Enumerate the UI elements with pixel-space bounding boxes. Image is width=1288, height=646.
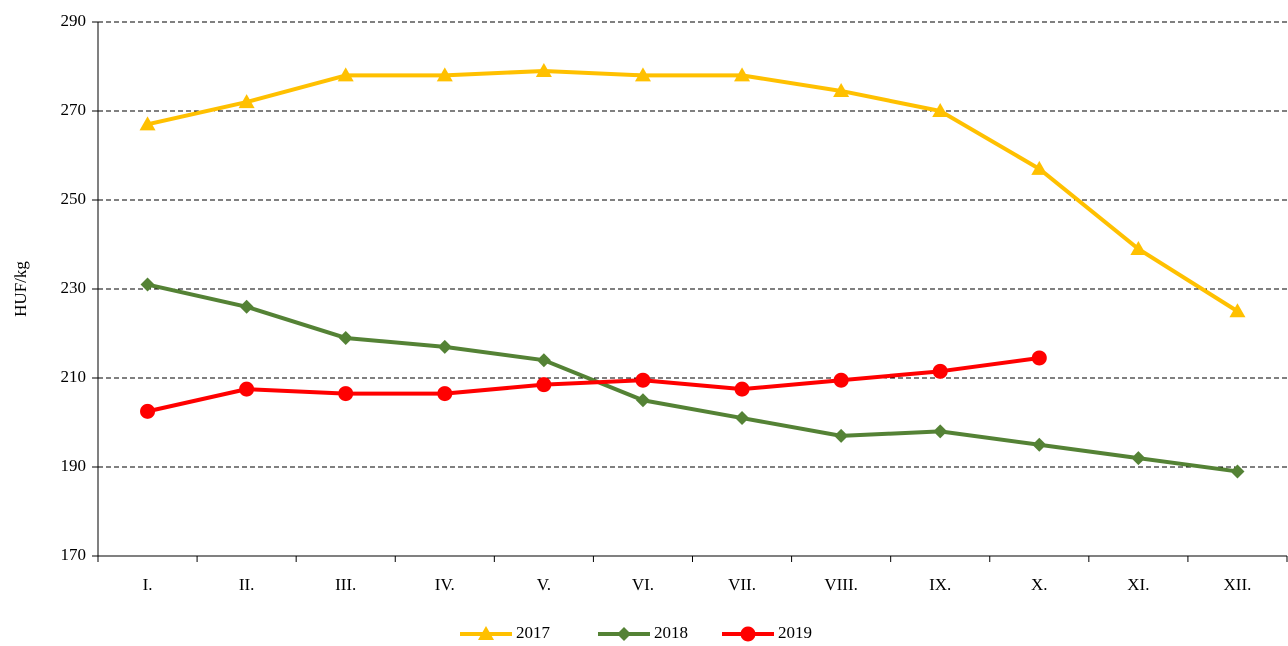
data-point: [139, 116, 156, 131]
x-tick-label: XII.: [1224, 575, 1252, 594]
data-point: [437, 386, 453, 402]
series-line: [147, 68, 1239, 313]
x-tick-label: VII.: [728, 575, 756, 594]
x-tick-label: V.: [537, 575, 551, 594]
data-point: [338, 386, 354, 402]
data-point: [437, 339, 452, 354]
data-point: [1229, 303, 1246, 318]
series-line: [147, 355, 1040, 414]
x-tick-label: I.: [143, 575, 153, 594]
x-tick-label: VIII.: [824, 575, 858, 594]
x-tick-label: IX.: [929, 575, 951, 594]
legend-label: 2019: [778, 623, 812, 642]
data-point: [734, 67, 751, 82]
x-tick-label: X.: [1031, 575, 1048, 594]
data-point: [834, 428, 849, 443]
legend-marker: [740, 626, 756, 642]
data-point: [933, 424, 948, 439]
data-point: [1130, 240, 1147, 255]
legend-marker: [478, 626, 494, 640]
data-point: [535, 62, 552, 77]
data-point: [635, 372, 651, 388]
legend-marker: [617, 627, 631, 641]
legend-label: 2017: [516, 623, 551, 642]
y-tick-label: 250: [61, 189, 87, 208]
x-tick-label: IV.: [435, 575, 455, 594]
y-axis-label: HUF/kg: [11, 261, 30, 317]
x-tick-label: II.: [239, 575, 255, 594]
data-point: [536, 377, 552, 393]
data-point: [635, 393, 650, 408]
data-point: [338, 330, 353, 345]
data-point: [239, 299, 254, 314]
data-point: [833, 372, 849, 388]
data-point: [1032, 437, 1047, 452]
data-point: [239, 381, 255, 397]
data-point: [734, 381, 750, 397]
data-point: [735, 411, 750, 426]
x-tick-label: III.: [335, 575, 356, 594]
data-point: [932, 363, 948, 379]
y-tick-label: 170: [61, 545, 87, 564]
y-tick-label: 270: [61, 100, 87, 119]
data-point: [1230, 464, 1245, 479]
y-tick-label: 230: [61, 278, 87, 297]
data-point: [536, 353, 551, 368]
x-tick-label: VI.: [632, 575, 654, 594]
y-tick-label: 190: [61, 456, 87, 475]
data-point: [436, 67, 453, 82]
data-point: [1131, 451, 1146, 466]
data-point: [833, 82, 850, 97]
x-tick-label: XI.: [1127, 575, 1149, 594]
legend-label: 2018: [654, 623, 688, 642]
data-point: [140, 403, 156, 419]
y-tick-label: 210: [61, 367, 87, 386]
data-point: [634, 67, 651, 82]
series-line: [147, 282, 1238, 474]
data-point: [1031, 350, 1047, 366]
data-point: [140, 277, 155, 292]
data-point: [932, 103, 949, 117]
data-point: [238, 94, 255, 109]
data-point: [337, 67, 354, 82]
data-point: [1031, 160, 1048, 175]
y-tick-label: 290: [61, 11, 87, 30]
